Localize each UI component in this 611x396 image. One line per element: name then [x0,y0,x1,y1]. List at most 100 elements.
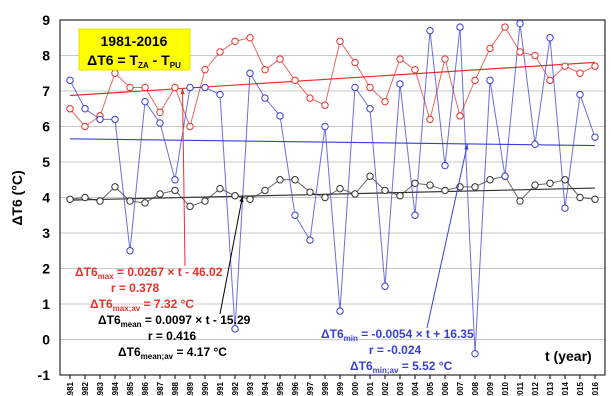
y-tick-label: 6 [42,119,50,135]
x-tick-label: 1987 [156,381,165,396]
data-point-max [561,62,569,70]
data-point-max [306,94,314,102]
data-point-max [471,76,479,85]
x-tick-label: 2014 [561,381,570,396]
annotation-max-r: r = 0.378 [111,281,160,295]
data-point-min [306,236,314,244]
y-ticks: -1 0 1 2 3 4 5 6 7 8 9 [38,12,51,383]
data-point-max [201,66,209,74]
series-line-max [69,26,596,129]
y-tick-label: 8 [42,48,50,64]
x-tick-label: 1997 [306,381,315,396]
data-point-mean [321,193,329,202]
data-point-max [591,62,599,70]
data-point-min [531,140,539,148]
data-point-min [186,83,194,92]
data-point-max [576,69,584,77]
x-tick-label: 2009 [486,381,495,396]
trend-line-max [69,61,596,97]
data-point-mean [246,195,254,203]
y-tick-label: 9 [42,12,50,28]
y-tick-label: 2 [42,261,50,277]
y-tick-label: 0 [42,332,50,348]
data-point-max [156,108,164,117]
data-point-min [471,350,479,358]
data-point-min [276,112,284,120]
x-tick-label: 2006 [441,381,450,396]
title-line-1: 1981-2016 [101,33,168,49]
x-tick-label: 2016 [591,381,600,396]
data-point-max [291,76,299,85]
data-point-mean [561,176,569,184]
data-point-mean [426,181,434,189]
data-point-min [456,23,464,31]
x-tick-label: 1990 [201,381,210,396]
data-point-min [216,90,224,99]
x-tick-label: 1984 [111,381,120,396]
data-point-mean [471,183,479,191]
x-tick-label: 1982 [81,381,90,396]
y-tick-label: 1 [42,296,50,312]
data-point-max [516,48,524,56]
data-point-min [321,122,329,131]
data-point-mean [306,188,314,196]
x-tick-label: 2003 [396,381,405,396]
annotation-min-average: ΔT6min;av = 5.52 °C [350,359,453,375]
leader-min-head [464,143,469,150]
data-point-min [336,307,344,315]
data-point-mean [576,193,584,202]
data-point-min [351,83,359,92]
data-point-max [441,55,449,63]
data-point-mean [516,197,524,205]
data-point-min [501,172,509,180]
x-tick-label: 1989 [186,381,195,396]
data-point-mean [171,186,179,195]
x-tick-label: 1994 [261,381,270,396]
data-point-max [246,34,254,42]
data-point-mean [141,199,149,207]
annotation-min: ΔT6min = -0.0054 × t + 16.35 r = -0.024 … [321,327,474,375]
title-line-2: ΔT6 = TZA - TPU [87,52,181,70]
x-ticks: 1981 1982 1983 1984 1985 1986 1987 1988 1989 1990… [66,375,600,396]
x-tick-label: 2010 [501,381,510,396]
y-tick-label: -1 [38,367,51,383]
x-tick-label: 2012 [531,381,540,396]
annotation-mean-average: ΔT6mean;av = 4.17 °C [118,345,227,361]
data-point-mean [261,186,269,195]
data-point-mean [156,190,164,198]
data-point-max [186,122,194,131]
annotation-min-equation: ΔT6min = -0.0054 × t + 16.35 [321,327,474,343]
data-point-min [516,20,524,28]
data-point-max [366,83,374,92]
x-tick-label: 2007 [456,381,465,396]
x-tick-label: 1986 [141,381,150,396]
annotation-max-average: ΔT6max;av = 7.32 °C [90,297,194,313]
x-tick-label: 2015 [576,381,585,396]
trend-line-min [69,138,596,147]
data-point-max [381,97,389,106]
x-tick-label: 1981 [66,381,75,396]
annotation-leaders [180,88,469,329]
x-tick-label: 2000 [351,381,360,396]
x-tick-label: 1991 [216,381,225,396]
data-point-max [66,105,74,113]
data-point-min [591,133,599,141]
data-point-max [171,83,179,92]
data-point-min [156,119,164,127]
data-point-mean [186,202,194,211]
data-point-mean [441,186,449,195]
trend-lines [69,61,596,201]
leader-max [182,88,186,267]
data-point-max [351,58,359,67]
data-point-max [111,69,119,77]
y-axis-label: ΔT6 (°C) [9,170,25,225]
annotation-min-r: r = -0.024 [369,343,422,357]
data-point-max [126,83,134,92]
data-point-min [96,115,104,124]
data-point-min [111,115,119,124]
leader-max-head [180,88,185,95]
trend-line-mean [69,187,596,201]
data-point-min [381,282,389,290]
data-point-max [501,23,509,31]
